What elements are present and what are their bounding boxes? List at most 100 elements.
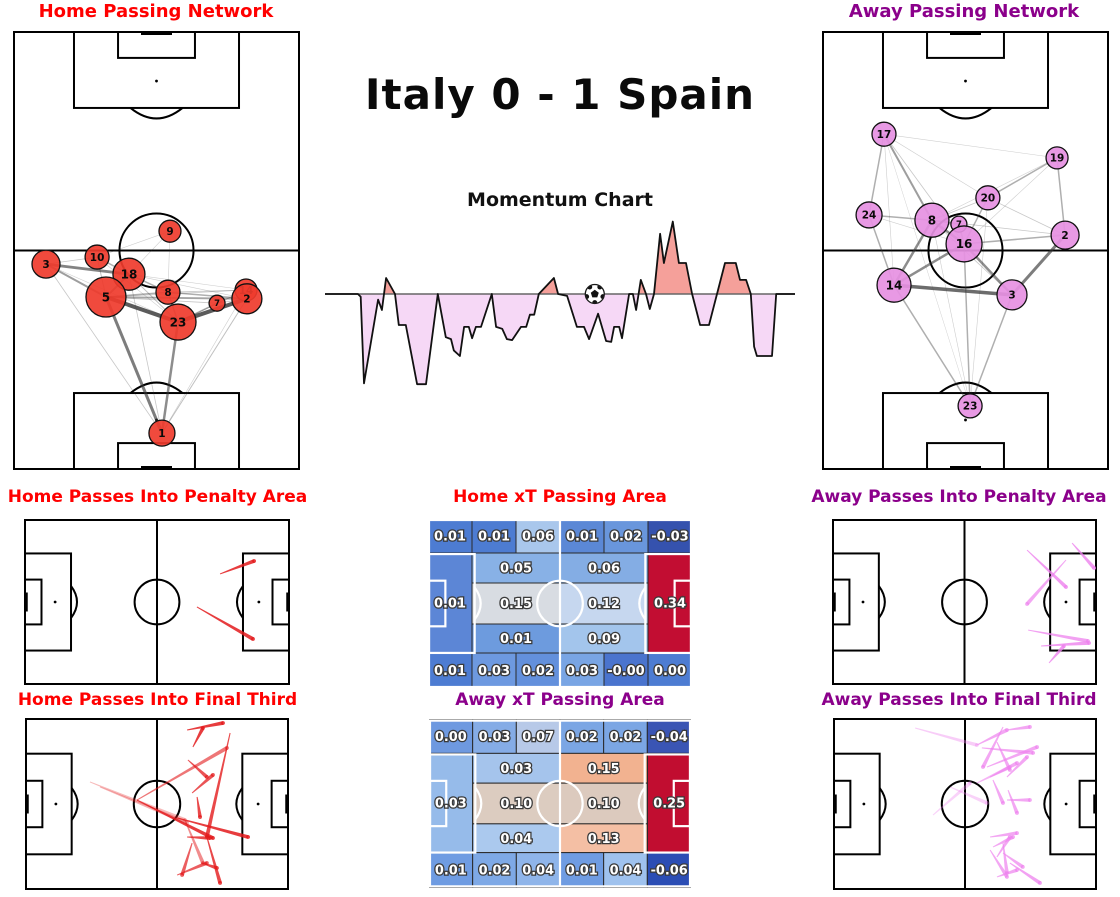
player-number: 7 [214,299,220,309]
pass-lines [915,725,1042,885]
pass-line [976,728,1008,746]
player-node: 1 [148,419,176,447]
pass-edge [128,273,247,291]
player-node-circle [975,185,1001,211]
momentum-svg [325,220,795,386]
home-passes-final-third-pitch [25,718,289,890]
player-nodes: 17 19 20 24 8 7 16 2 14 3 23 [855,121,1080,419]
heatmap-cell [559,782,648,825]
player-number: 23 [963,401,978,413]
pass-line-end [1025,755,1029,759]
pass-edge [160,321,180,434]
heatmap-value: 0.03 [478,664,510,679]
pass-edges [45,230,248,434]
heatmap-value: 0.01 [478,530,510,545]
player-nodes: 910318581427231 [31,219,263,447]
home-passing-network-chart: 910318581427231 [13,31,300,470]
pass-line [1026,549,1068,589]
heatmap-cell [472,752,561,784]
pass-line-end [1011,835,1015,839]
heatmap-value: 0.01 [434,597,466,612]
player-number: 19 [1050,153,1065,165]
pass-edge [128,274,163,434]
pass-line-end [208,836,212,840]
player-node-circle [84,244,110,270]
heatmap-cell [647,519,692,554]
momentum-chart-title: Momentum Chart [467,189,653,211]
heatmap-value: 0.02 [522,664,554,679]
pass-line [976,765,1011,784]
pass-line-end [252,559,256,563]
player-node: 3 [996,279,1028,311]
player-node: 19 [1045,146,1069,170]
pass-line [1007,798,1030,802]
pass-map-svg [833,718,1097,890]
pass-line [1041,641,1090,647]
goal-marker-ball [584,283,605,305]
away-passes-penalty-title: Away Passes Into Penalty Area [811,487,1107,507]
away-passing-network-chart: 17 19 20 24 8 7 16 2 14 3 23 [822,31,1109,470]
pitch-lines [833,718,1097,890]
pass-edge [969,197,989,406]
pass-line-end [221,721,225,725]
player-node: 9 [158,219,182,243]
pass-line [992,779,1005,804]
pass-line [1006,755,1029,778]
pass-edge [883,133,989,199]
pitch-lines [24,519,290,685]
home-passes-final-third-title: Home Passes Into Final Third [17,690,298,710]
player-number: 2 [1061,230,1068,242]
heatmap-cell [515,519,561,554]
player-number: 2 [243,294,250,306]
pass-line-end [1092,566,1096,570]
away-passes-penalty-pitch [832,519,1097,685]
pass-line [136,746,228,801]
pass-line-end [225,746,229,750]
pass-line-end [968,781,972,785]
pass-lines [89,721,250,885]
heatmap-value: 0.01 [500,632,532,647]
passing-network-svg: 17 19 20 24 8 7 16 2 14 3 23 [822,31,1109,470]
pass-edges [868,133,1067,407]
heatmap-value: 0.01 [435,864,467,879]
heatmap-value: 0.01 [434,664,466,679]
pass-map-svg [832,519,1097,685]
pass-line [205,732,231,838]
pass-line [986,745,1038,768]
pass-line-end [1035,745,1039,749]
heatmap-value: 0.04 [500,832,532,847]
player-node: 17 [871,121,897,147]
player-number: 18 [121,268,138,282]
pass-line-end [1007,835,1012,839]
player-node-circle [871,121,897,147]
heatmap-values: 0.00 0.03 0.07 0.02 0.02 -0.04 0.03 0.25 0.03 0.1… [434,729,689,880]
pass-line-end [1001,801,1005,805]
pass-line [1025,559,1067,606]
heatmap-value: -0.06 [651,864,688,879]
heatmap-value: 0.04 [522,864,554,879]
heatmap-value: 0.25 [653,797,685,812]
player-node: 3 [31,249,61,279]
pass-edge [45,263,163,434]
heatmap-value: 0.03 [435,797,467,812]
heatmap-value: 0.06 [588,562,620,577]
pass-line-end [1031,751,1036,755]
player-node: 5 [85,276,127,318]
home-passes-penalty-pitch [24,519,290,685]
heatmap-value: 0.13 [588,832,620,847]
pass-line [1048,644,1066,664]
pass-line [184,819,205,864]
momentum-line [325,220,795,386]
heatmap-value: 0.04 [610,864,642,879]
pitch-lines [822,31,1109,470]
heatmap-value: 0.15 [500,597,532,612]
pass-edge [969,294,1013,407]
pass-line-end [1028,798,1032,802]
heatmap-value: 0.02 [566,730,598,745]
pass-line-end [211,836,215,840]
heatmap-cell [559,823,648,854]
pass-lines [1025,542,1096,664]
pass-line [206,836,222,884]
pass-line-end [1015,831,1019,835]
